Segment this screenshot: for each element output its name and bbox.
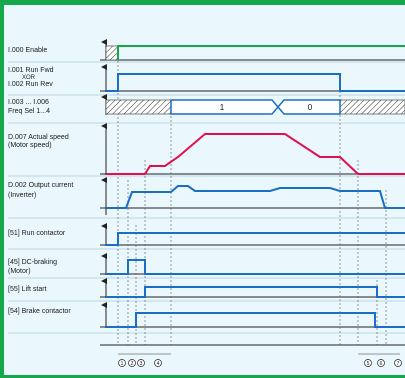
enable-hatch-region bbox=[105, 45, 119, 61]
label-xor: XOR bbox=[22, 75, 36, 81]
lift-start-trace bbox=[106, 286, 405, 298]
label-output-current-sub: (Inverter) bbox=[8, 192, 37, 199]
marker-circle-3 bbox=[137, 359, 145, 367]
label-actual-speed-sub: (Motor speed) bbox=[8, 142, 52, 149]
frame-left-bar bbox=[0, 0, 4, 378]
brake-contactor-trace bbox=[106, 312, 405, 328]
marker-5: 5 bbox=[367, 361, 370, 367]
freq-sel-hatch-end bbox=[339, 99, 405, 115]
marker-circle-4 bbox=[154, 359, 162, 367]
label-enable: I.000 Enable bbox=[8, 47, 48, 54]
freq-sel-segment-1 bbox=[170, 99, 279, 115]
marker-4: 4 bbox=[157, 361, 160, 367]
freq-sel-segment-0 bbox=[277, 99, 341, 115]
enable-trace bbox=[117, 45, 405, 60]
marker-circle-1 bbox=[118, 359, 126, 367]
time-markers: 1 2 3 4 5 6 7 bbox=[118, 359, 402, 367]
label-actual-speed: D.007 Actual speed bbox=[8, 134, 69, 141]
marker-circle-2 bbox=[128, 359, 136, 367]
output-current-trace bbox=[106, 185, 405, 209]
frame-bottom-bar bbox=[0, 375, 405, 378]
marker-3: 3 bbox=[140, 361, 143, 367]
freq-sel-hatch-start bbox=[105, 99, 172, 115]
marker-circle-6 bbox=[377, 359, 385, 367]
marker-2: 2 bbox=[131, 361, 134, 367]
row-separators bbox=[8, 61, 405, 334]
label-run-rev: I.002 Run Rev bbox=[8, 81, 53, 88]
label-run-fwd: I.001 Run Fwd bbox=[8, 67, 54, 74]
label-freq-sel-range: I.003 ... I.006 bbox=[8, 99, 49, 106]
actual-speed-trace bbox=[106, 133, 405, 175]
dc-braking-trace bbox=[106, 259, 405, 275]
timing-guides bbox=[117, 45, 387, 345]
run-contactor-trace bbox=[106, 232, 405, 246]
label-dc-braking-sub: (Motor) bbox=[8, 268, 31, 275]
label-dc-braking: [45] DC-braking bbox=[8, 259, 58, 266]
label-lift-start: [55] Lift start bbox=[8, 286, 47, 293]
marker-circle-7 bbox=[394, 359, 402, 367]
marker-1: 1 bbox=[121, 361, 124, 367]
label-run-contactor: [51] Run contactor bbox=[8, 230, 66, 237]
frame-top-bar bbox=[0, 0, 405, 5]
label-freq-sel: Freq Sel 1...4 bbox=[8, 108, 51, 115]
marker-circle-5 bbox=[364, 359, 372, 367]
freq-sel-value-1: 1 bbox=[220, 103, 225, 112]
marker-6: 6 bbox=[380, 361, 383, 367]
marker-7: 7 bbox=[397, 361, 400, 367]
label-output-current: D.002 Output current bbox=[8, 182, 74, 189]
freq-sel-value-0: 0 bbox=[308, 103, 313, 112]
label-brake-contactor: [54] Brake contactor bbox=[8, 308, 71, 315]
run-fwd-trace bbox=[106, 73, 405, 92]
